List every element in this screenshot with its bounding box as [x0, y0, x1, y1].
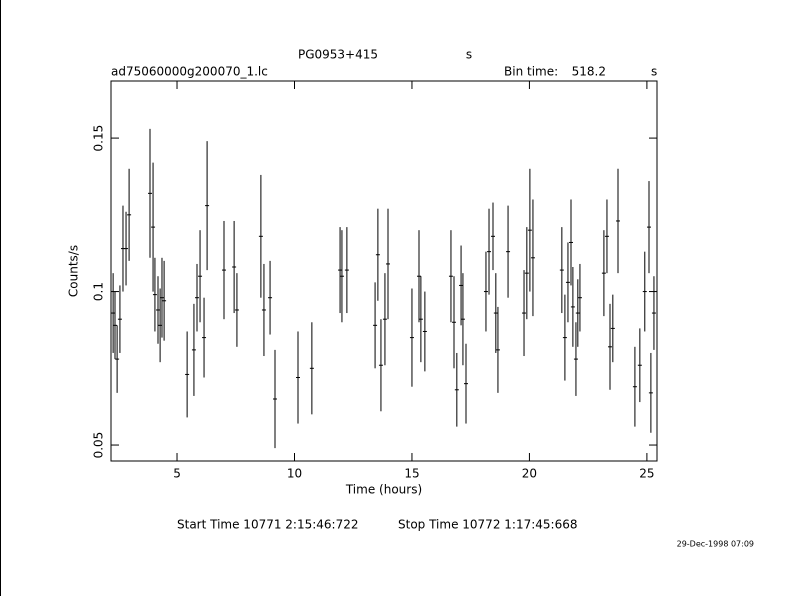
- title-unit: s: [466, 48, 472, 62]
- x-tick-label: 25: [639, 467, 654, 481]
- y-tick-label: 0.05: [92, 432, 106, 459]
- timestamp: 29-Dec-1998 07:09: [677, 540, 754, 549]
- x-tick-label: 10: [287, 467, 302, 481]
- x-tick-label: 20: [522, 467, 537, 481]
- bin-time: 518.2: [572, 65, 606, 79]
- x-tick-label: 5: [173, 467, 181, 481]
- plot-frame: [110, 80, 658, 462]
- y-axis-label: Counts/s: [67, 245, 81, 297]
- chart-title: PG0953+415: [298, 48, 378, 62]
- bin-time-label: Bin time:: [504, 65, 558, 79]
- start-time: Start Time 10771 2:15:46:722: [177, 518, 359, 532]
- file-name: ad75060000g200070_1.lc: [111, 65, 268, 79]
- stop-time: Stop Time 10772 1:17:45:668: [398, 518, 577, 532]
- x-tick-label: 15: [404, 467, 419, 481]
- y-tick-label: 0.15: [92, 125, 106, 152]
- y-tick-label: 0.1: [92, 282, 106, 301]
- bin-time-unit: s: [651, 65, 657, 79]
- x-axis-label: Time (hours): [345, 483, 422, 497]
